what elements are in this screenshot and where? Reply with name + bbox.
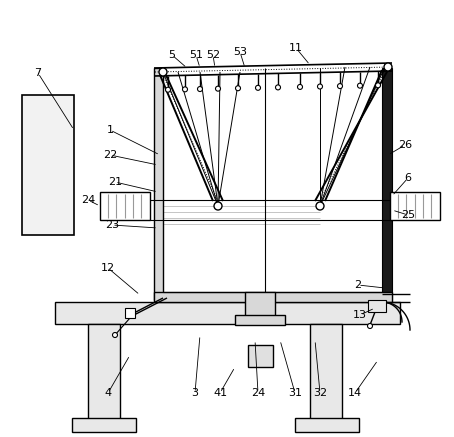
- Bar: [390, 192, 440, 220]
- Text: 14: 14: [348, 388, 362, 398]
- Text: 12: 12: [101, 263, 115, 273]
- Circle shape: [317, 84, 322, 89]
- Circle shape: [367, 323, 372, 329]
- Bar: [154, 68, 163, 300]
- Text: 52: 52: [206, 50, 220, 60]
- Circle shape: [297, 84, 302, 90]
- Circle shape: [316, 202, 324, 210]
- Text: 24: 24: [81, 195, 95, 205]
- Bar: [22, 95, 74, 235]
- Text: 32: 32: [313, 388, 327, 398]
- Bar: [100, 192, 150, 220]
- Bar: [248, 345, 273, 367]
- Text: 4: 4: [104, 388, 112, 398]
- Circle shape: [183, 87, 188, 92]
- Text: 21: 21: [108, 177, 122, 187]
- Circle shape: [197, 87, 202, 91]
- Circle shape: [375, 83, 380, 88]
- Circle shape: [337, 83, 342, 89]
- Text: 31: 31: [288, 388, 302, 398]
- Bar: [72, 418, 136, 432]
- Bar: [295, 418, 359, 432]
- Text: 25: 25: [401, 210, 415, 220]
- Text: 22: 22: [103, 150, 117, 160]
- Text: 7: 7: [35, 68, 42, 78]
- Bar: [368, 300, 386, 312]
- Circle shape: [166, 87, 171, 92]
- Bar: [88, 324, 120, 424]
- Bar: [125, 308, 135, 318]
- Circle shape: [214, 202, 222, 210]
- Text: 53: 53: [233, 47, 247, 57]
- Text: 11: 11: [289, 43, 303, 53]
- Text: 5: 5: [168, 50, 176, 60]
- Bar: [154, 292, 392, 302]
- Text: 26: 26: [398, 140, 412, 150]
- Circle shape: [256, 85, 261, 90]
- Text: 41: 41: [213, 388, 227, 398]
- Text: 2: 2: [355, 280, 361, 290]
- Text: 3: 3: [192, 388, 198, 398]
- Text: 6: 6: [405, 173, 411, 183]
- Circle shape: [276, 85, 281, 90]
- Text: 13: 13: [353, 310, 367, 320]
- Circle shape: [113, 333, 118, 337]
- Text: 51: 51: [189, 50, 203, 60]
- Circle shape: [216, 86, 221, 91]
- Bar: [382, 68, 392, 300]
- Bar: [235, 315, 285, 325]
- Bar: [310, 324, 342, 424]
- Text: 1: 1: [107, 125, 114, 135]
- Text: 23: 23: [105, 220, 119, 230]
- Bar: [245, 292, 275, 322]
- Circle shape: [159, 68, 167, 76]
- Circle shape: [384, 63, 392, 71]
- Circle shape: [236, 86, 241, 91]
- Circle shape: [357, 83, 362, 88]
- Bar: [55, 302, 400, 324]
- Text: 24: 24: [251, 388, 265, 398]
